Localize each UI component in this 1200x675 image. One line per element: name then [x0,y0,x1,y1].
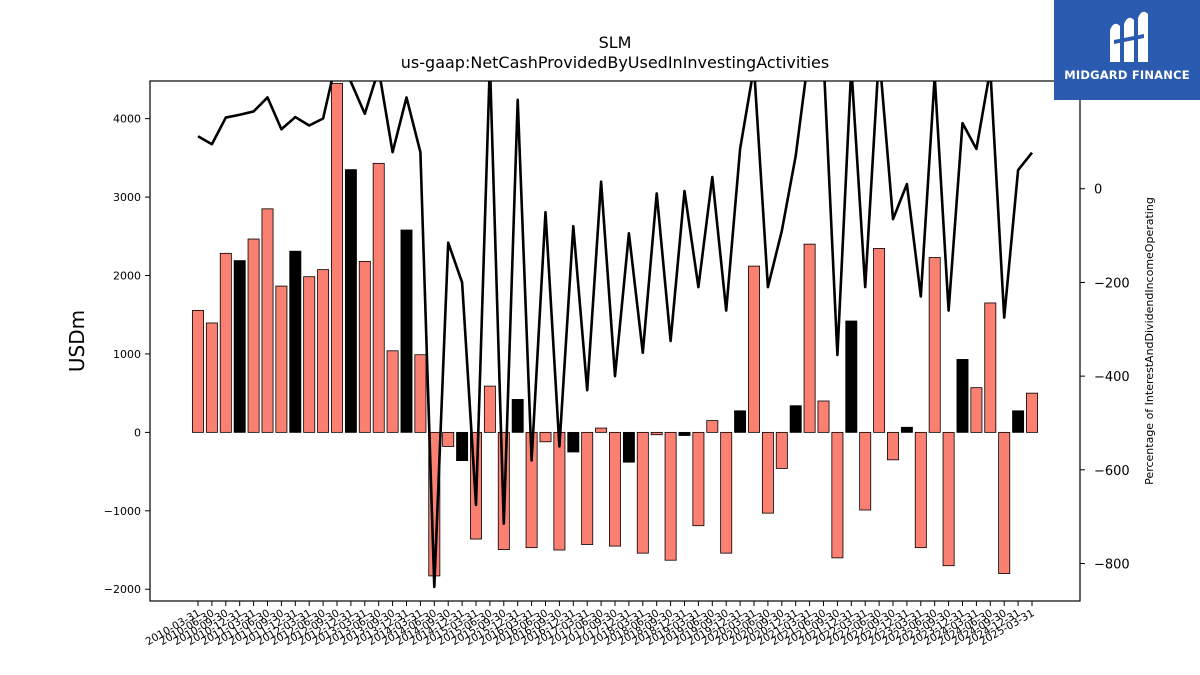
bar [928,257,941,433]
bar [942,431,955,567]
left-axis-tick-label: 1000 [113,348,141,361]
chart-title: SLM [599,33,632,52]
bar [595,427,608,433]
bar [692,431,705,527]
bar [567,431,580,453]
bar [192,310,204,433]
bar [275,285,288,433]
right-axis-label: Percentage of InterestAndDividendIncomeO… [1143,197,1156,485]
bar [609,431,621,547]
bar [789,405,802,433]
left-axis: −2000 −1000 0 1000 2000 3000 4000 [104,113,150,596]
bar [706,420,719,433]
right-axis-tick-label: −400 [1094,370,1130,385]
bar [456,431,469,462]
bar [1026,392,1038,433]
bar [956,359,969,433]
bar [817,400,830,433]
bar [205,322,218,433]
right-axis-tick-label: −800 [1094,558,1130,573]
bar [331,82,343,433]
bar [831,431,844,559]
bar [803,243,816,433]
left-axis-tick-label: 0 [134,426,141,439]
bar [317,269,330,433]
bar [720,431,733,554]
line-layer [197,81,1034,589]
logo-text: MIDGARD FINANCE [1064,68,1190,82]
bar [900,426,913,433]
bar [219,252,232,433]
right-axis-tick-label: 0 [1094,183,1102,198]
bar [887,431,899,461]
logo-mark-icon [1110,11,1148,62]
bar [247,238,260,433]
bar [845,320,858,433]
right-axis-tick-label: −200 [1094,276,1130,291]
bar [664,431,677,561]
bar [414,354,427,433]
left-axis-tick-label: 2000 [113,270,141,283]
bar [344,169,357,433]
bar [678,431,691,436]
left-axis-tick-label: −1000 [104,505,141,518]
bar [859,431,872,511]
bar [970,387,983,433]
chart-subtitle: us-gaap:NetCashProvidedByUsedInInvesting… [401,53,829,72]
brand-logo: MIDGARD FINANCE [1054,0,1200,100]
bar [998,431,1011,574]
bar [914,431,927,549]
bar [1012,410,1025,433]
bar [748,265,760,433]
left-axis-tick-label: 4000 [113,113,141,126]
bar [553,431,566,551]
bar [303,276,316,433]
bar [984,302,997,433]
bar [511,399,524,433]
bar [873,248,886,433]
right-axis: −800−600−400−2000200 [1080,89,1130,573]
bar [233,260,246,433]
bar [650,431,663,436]
x-axis: 2010-03-312010-06-302010-09-302010-12-31… [144,601,1037,648]
bar [734,410,747,433]
left-axis-label: USDm [65,310,89,372]
bar [483,385,496,433]
bar [289,250,302,433]
bar [636,431,649,554]
bar [372,162,385,433]
bar [539,431,552,443]
bar [761,431,774,514]
ratio-line [197,81,1034,589]
bar [261,208,274,433]
right-axis-tick-label: −600 [1094,464,1130,479]
bar [775,431,788,469]
bars-layer [192,82,1038,577]
bar [581,431,594,545]
bar [400,229,413,433]
bar [358,260,371,433]
bar [622,431,635,463]
bar [386,350,399,433]
bar [442,431,455,447]
left-axis-tick-label: 3000 [113,191,141,204]
left-axis-tick-label: −2000 [104,583,141,596]
